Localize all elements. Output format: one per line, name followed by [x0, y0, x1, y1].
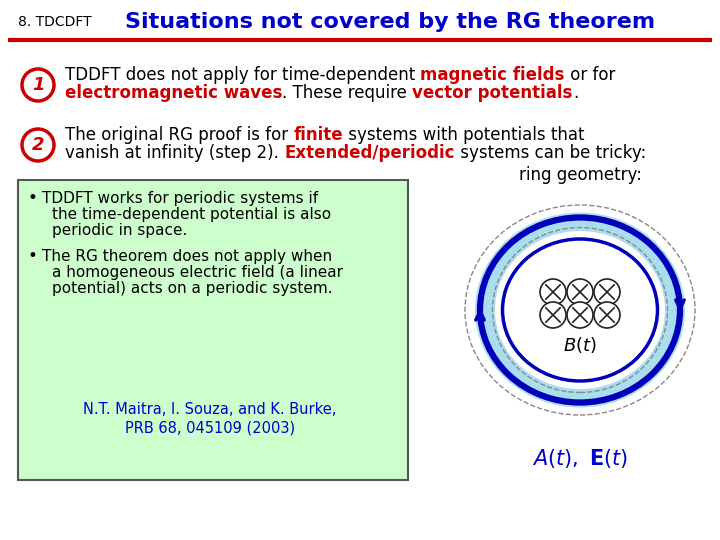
Text: TDDFT does not apply for time-dependent: TDDFT does not apply for time-dependent [65, 66, 420, 84]
Text: ring geometry:: ring geometry: [518, 166, 642, 184]
Text: systems can be tricky:: systems can be tricky: [454, 144, 646, 162]
Ellipse shape [505, 242, 655, 378]
Text: The original RG proof is for: The original RG proof is for [65, 126, 293, 144]
Text: •: • [28, 247, 38, 265]
FancyBboxPatch shape [18, 180, 408, 480]
Text: $A(t),\ \mathbf{E}(t)$: $A(t),\ \mathbf{E}(t)$ [532, 447, 628, 469]
Text: systems with potentials that: systems with potentials that [343, 126, 585, 144]
Text: N.T. Maitra, I. Souza, and K. Burke,: N.T. Maitra, I. Souza, and K. Burke, [84, 402, 337, 417]
Text: . These require: . These require [282, 84, 413, 102]
Text: the time-dependent potential is also: the time-dependent potential is also [52, 206, 331, 221]
Text: 8. TDCDFT: 8. TDCDFT [18, 15, 91, 29]
Circle shape [540, 279, 566, 305]
Text: finite: finite [293, 126, 343, 144]
Circle shape [594, 302, 620, 328]
Text: $B(t)$: $B(t)$ [563, 335, 597, 355]
Circle shape [567, 279, 593, 305]
Ellipse shape [495, 231, 665, 389]
Text: or for: or for [565, 66, 616, 84]
Text: The RG theorem does not apply when: The RG theorem does not apply when [42, 248, 332, 264]
Text: Situations not covered by the RG theorem: Situations not covered by the RG theorem [125, 12, 655, 32]
Text: TDDFT works for periodic systems if: TDDFT works for periodic systems if [42, 191, 318, 206]
Ellipse shape [475, 213, 685, 408]
Text: potential) acts on a periodic system.: potential) acts on a periodic system. [52, 280, 333, 295]
Circle shape [540, 302, 566, 328]
Text: 2: 2 [32, 136, 44, 154]
Circle shape [594, 279, 620, 305]
Text: .: . [573, 84, 578, 102]
Text: 1: 1 [32, 76, 44, 94]
Text: electromagnetic waves: electromagnetic waves [65, 84, 282, 102]
Text: vanish at infinity (step 2).: vanish at infinity (step 2). [65, 144, 284, 162]
Text: Extended/periodic: Extended/periodic [284, 144, 454, 162]
Text: periodic in space.: periodic in space. [52, 222, 187, 238]
Text: vector potentials: vector potentials [413, 84, 573, 102]
Text: PRB 68, 045109 (2003): PRB 68, 045109 (2003) [125, 421, 295, 435]
Circle shape [567, 302, 593, 328]
Text: a homogeneous electric field (a linear: a homogeneous electric field (a linear [52, 265, 343, 280]
Text: magnetic fields: magnetic fields [420, 66, 565, 84]
Text: •: • [28, 189, 38, 207]
